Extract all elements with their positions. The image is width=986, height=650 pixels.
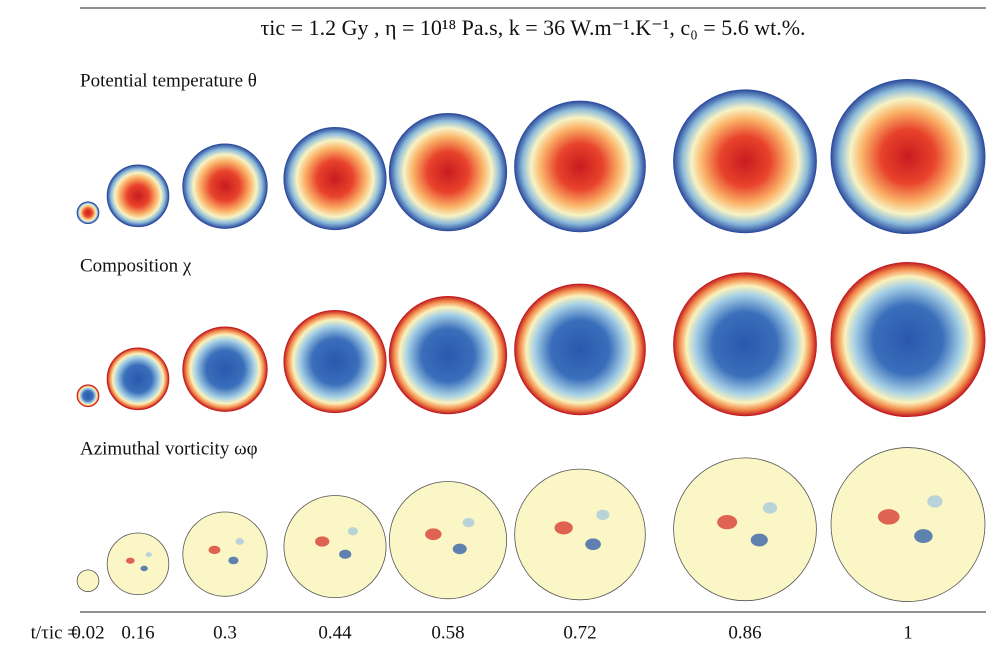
vortex-blob <box>140 565 148 572</box>
snapshot <box>673 457 817 602</box>
vortex-blob <box>347 527 358 536</box>
time-label: 0.44 <box>318 622 352 643</box>
vortex-blob <box>228 556 239 565</box>
snapshot <box>76 201 100 225</box>
vortex-blob <box>462 517 475 528</box>
vortex-blob <box>425 528 442 541</box>
snapshot <box>106 532 170 596</box>
vortex-blob <box>125 557 135 564</box>
axis-label: t/τic = <box>31 622 78 643</box>
row-label: Potential temperature θ <box>80 70 257 91</box>
time-label: 0.16 <box>121 622 154 643</box>
vortex-blob <box>717 515 738 530</box>
time-label: 0.72 <box>563 622 596 643</box>
snapshot <box>283 495 387 599</box>
snapshot <box>514 100 646 233</box>
row-label: Azimuthal vorticity ωφ <box>80 438 258 459</box>
snapshot <box>106 164 170 228</box>
time-label: 0.3 <box>213 622 237 643</box>
vortex-blob <box>339 549 352 559</box>
vortex-blob <box>452 543 467 555</box>
snapshot <box>182 326 268 412</box>
time-label: 0.86 <box>728 622 761 643</box>
vortex-blob <box>315 536 330 547</box>
vortex-blob <box>554 521 573 535</box>
snapshot <box>283 127 387 231</box>
snapshot <box>76 384 100 408</box>
vortex-blob <box>145 552 152 558</box>
vortex-blob <box>596 509 610 521</box>
snapshot <box>182 511 268 597</box>
snapshot <box>830 262 986 418</box>
snapshot <box>830 447 986 602</box>
figure-title: τic = 1.2 Gy , η = 10¹⁸ Pa.s, k = 36 W.m… <box>260 15 805 40</box>
snapshot <box>514 283 646 416</box>
vortex-blob <box>877 509 900 525</box>
time-label: 1 <box>903 622 913 643</box>
snapshot <box>283 310 387 414</box>
snapshot <box>830 79 986 235</box>
vortex-blob <box>235 538 244 545</box>
snapshot <box>106 347 170 411</box>
time-label: 0.58 <box>431 622 464 643</box>
vortex-blob <box>585 538 601 551</box>
vortex-blob <box>914 529 933 544</box>
snapshot <box>182 143 268 229</box>
snapshot <box>388 296 508 415</box>
snapshot <box>388 481 508 600</box>
snapshot <box>514 468 646 601</box>
row-label: Composition χ <box>80 255 192 276</box>
vortex-blob <box>927 495 943 508</box>
snapshot <box>673 89 817 234</box>
snapshot <box>673 272 817 417</box>
time-label: 0.02 <box>71 622 104 643</box>
snapshot <box>388 113 508 232</box>
snapshot <box>76 569 100 593</box>
vortex-blob <box>208 545 221 555</box>
vortex-blob <box>750 533 768 547</box>
vortex-blob <box>762 502 778 514</box>
